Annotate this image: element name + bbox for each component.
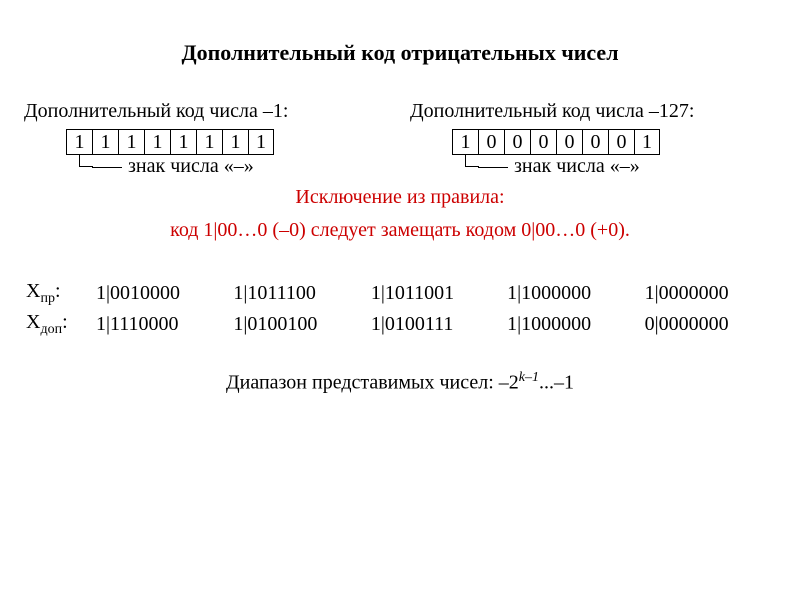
bit-cell: 0 (582, 129, 608, 155)
bit-cell: 1 (144, 129, 170, 155)
bits-minus1: 1 1 1 1 1 1 1 1 (66, 129, 390, 155)
bit-cell: 0 (608, 129, 634, 155)
row-label-dop: Xдоп: (26, 311, 88, 340)
exception-rule: код 1|00…0 (–0) следует замещать кодом 0… (24, 219, 776, 242)
sign-label: знак числа «–» (514, 155, 640, 178)
bits-minus127: 1 0 0 0 0 0 0 1 (452, 129, 776, 155)
bit-cell: 0 (504, 129, 530, 155)
bit-cell: 0 (530, 129, 556, 155)
sign-pointer: знак числа «–» (66, 154, 390, 168)
example-minus127: Дополнительный код числа –127: 1 0 0 0 0… (410, 100, 776, 168)
code-cell: 1|1110000 (90, 311, 225, 340)
example-minus127-header: Дополнительный код числа –127: (410, 100, 776, 123)
code-cell: 1|0100100 (227, 311, 362, 340)
bit-cell: 1 (248, 129, 274, 155)
example-minus1: Дополнительный код числа –1: 1 1 1 1 1 1… (24, 100, 390, 168)
bit-cell: 1 (170, 129, 196, 155)
bit-cell: 1 (66, 129, 92, 155)
code-cell: 1|1000000 (501, 311, 636, 340)
codes-table: Xпр: 1|0010000 1|1011100 1|1011001 1|100… (24, 278, 776, 342)
examples-row: Дополнительный код числа –1: 1 1 1 1 1 1… (24, 100, 776, 168)
bit-cell: 1 (452, 129, 478, 155)
bit-cell: 1 (92, 129, 118, 155)
bit-cell: 1 (634, 129, 660, 155)
bit-cell: 0 (478, 129, 504, 155)
row-label-pr: Xпр: (26, 280, 88, 309)
bit-cell: 0 (556, 129, 582, 155)
bit-cell: 1 (196, 129, 222, 155)
code-cell: 0|0000000 (639, 311, 774, 340)
table-row: Xпр: 1|0010000 1|1011100 1|1011001 1|100… (26, 280, 774, 309)
bit-cell: 1 (118, 129, 144, 155)
code-cell: 1|0010000 (90, 280, 225, 309)
example-minus1-header: Дополнительный код числа –1: (24, 100, 390, 123)
page-title: Дополнительный код отрицательных чисел (24, 40, 776, 66)
bit-cell: 1 (222, 129, 248, 155)
code-cell: 1|1011001 (365, 280, 499, 309)
code-cell: 1|1000000 (501, 280, 636, 309)
exception-heading: Исключение из правила: (24, 186, 776, 209)
sign-label: знак числа «–» (128, 155, 254, 178)
table-row: Xдоп: 1|1110000 1|0100100 1|0100111 1|10… (26, 311, 774, 340)
sign-pointer: знак числа «–» (452, 154, 776, 168)
code-cell: 1|0100111 (365, 311, 499, 340)
range-text: Диапазон представимых чисел: –2k–1...–1 (24, 370, 776, 395)
code-cell: 1|0000000 (639, 280, 774, 309)
code-cell: 1|1011100 (227, 280, 362, 309)
